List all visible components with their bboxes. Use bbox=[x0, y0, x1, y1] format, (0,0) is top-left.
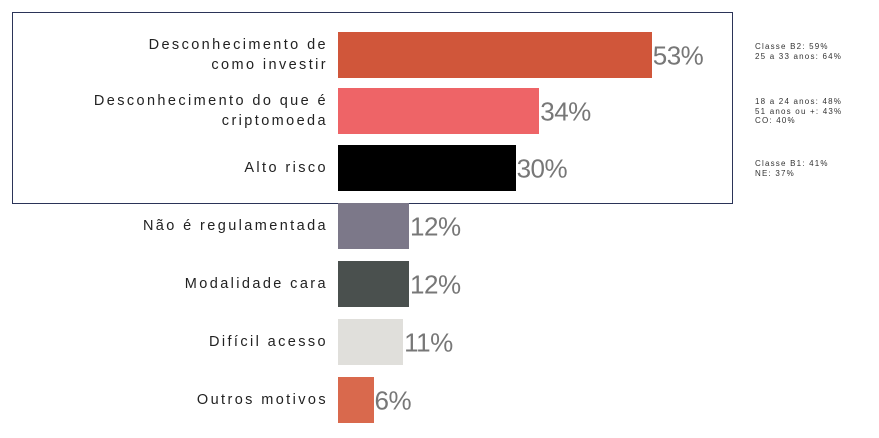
value-label: 6% bbox=[374, 385, 412, 416]
value-label: 53% bbox=[652, 40, 704, 71]
category-label: Outros motivos bbox=[196, 392, 328, 408]
bar bbox=[338, 377, 374, 423]
bar bbox=[338, 88, 540, 134]
value-label: 30% bbox=[516, 153, 568, 184]
category-label: Alto risco bbox=[244, 160, 328, 176]
category-label: Difícil acesso bbox=[208, 334, 328, 350]
category-label: Não é regulamentada bbox=[142, 218, 328, 234]
bar bbox=[338, 145, 516, 191]
annotation: Classe B1: 41% NE: 37% bbox=[755, 159, 829, 178]
category-label: Modalidade cara bbox=[184, 276, 328, 292]
bar bbox=[338, 261, 410, 307]
annotation: 18 a 24 anos: 48% 51 anos ou +: 43% CO: … bbox=[755, 97, 843, 125]
category-label: Desconhecimento de como investir bbox=[148, 37, 328, 73]
value-label: 11% bbox=[404, 327, 453, 358]
value-label: 34% bbox=[540, 96, 591, 127]
category-label: Desconhecimento do que é criptomoeda bbox=[93, 93, 328, 129]
value-label: 12% bbox=[410, 269, 461, 300]
bar bbox=[338, 203, 410, 249]
bar bbox=[338, 319, 404, 365]
bar bbox=[338, 32, 652, 78]
annotation: Classe B2: 59% 25 a 33 anos: 64% bbox=[755, 42, 843, 61]
value-label: 12% bbox=[410, 211, 461, 242]
